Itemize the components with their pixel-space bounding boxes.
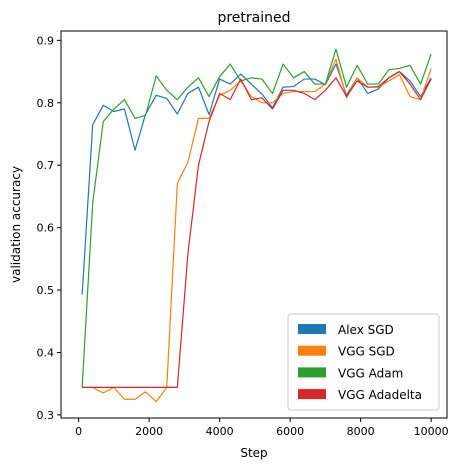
- series-line-3: [82, 70, 432, 389]
- x-tick-label: 2000: [135, 425, 163, 438]
- y-tick-label: 0.3: [37, 409, 55, 422]
- chart-title: pretrained: [217, 10, 290, 26]
- x-axis-label: Step: [240, 446, 267, 460]
- y-tick-label: 0.6: [37, 222, 55, 235]
- legend-swatch: [298, 367, 326, 378]
- x-axis: 0 2000 4000 6000 8000 10000: [75, 418, 449, 438]
- axes-frame: [60, 30, 448, 419]
- y-tick-label: 0.5: [37, 284, 55, 297]
- legend-swatch: [298, 389, 326, 400]
- legend-label: VGG Adam: [338, 366, 403, 380]
- x-tick-label: 0: [75, 425, 82, 438]
- legend-label: VGG Adadelta: [338, 388, 422, 402]
- y-tick-label: 0.4: [37, 346, 55, 359]
- legend-swatch: [298, 324, 326, 334]
- legend-frame: [287, 313, 440, 411]
- legend-swatch: [298, 345, 326, 356]
- legend: Alex SGD VGG SGD VGG Adam VGG Adadelta: [287, 313, 440, 411]
- y-tick-label: 0.9: [37, 34, 55, 47]
- y-axis-label: validation accuracy: [9, 166, 23, 283]
- y-axis: 0.3 0.4 0.5 0.6 0.7 0.8 0.9: [37, 34, 61, 422]
- series-line-0: [81, 63, 432, 295]
- plot-area: [81, 48, 432, 403]
- x-tick-label: 6000: [276, 425, 304, 438]
- x-tick-label: 8000: [347, 425, 375, 438]
- series-line-2: [81, 48, 432, 388]
- legend-label: VGG SGD: [338, 345, 395, 359]
- y-tick-label: 0.8: [37, 97, 55, 110]
- y-tick-label: 0.7: [37, 159, 55, 172]
- x-tick-label: 4000: [206, 425, 234, 438]
- x-tick-label: 10000: [414, 425, 449, 438]
- legend-label: Alex SGD: [338, 323, 394, 337]
